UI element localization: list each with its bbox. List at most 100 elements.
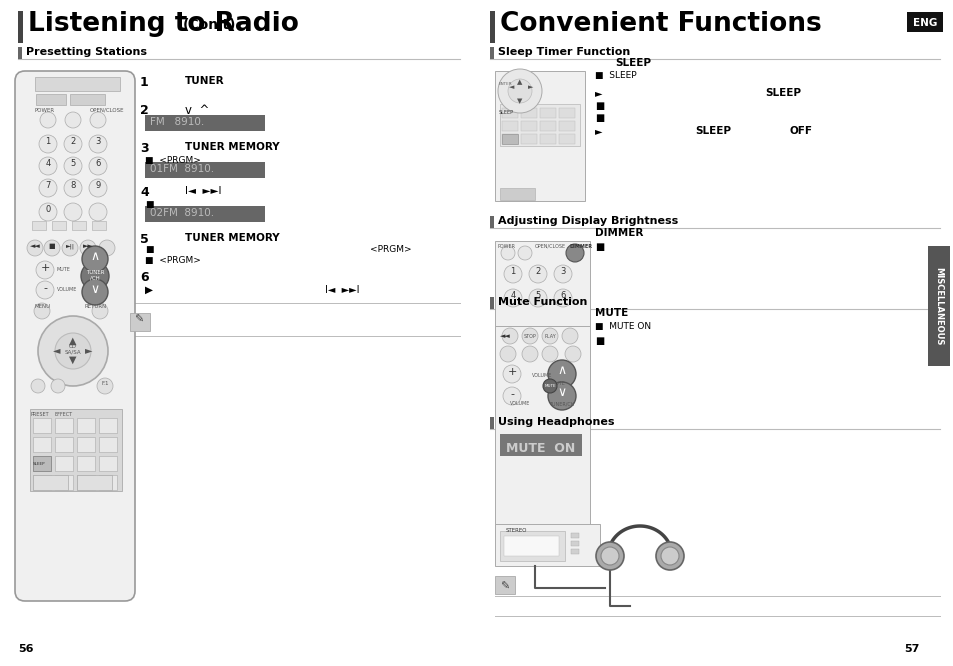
Circle shape	[39, 157, 57, 175]
Circle shape	[81, 262, 109, 290]
Bar	[499, 434, 581, 456]
Bar	[55, 418, 73, 433]
Bar	[77, 475, 95, 490]
Circle shape	[82, 246, 108, 272]
Circle shape	[541, 346, 558, 362]
Bar	[558, 134, 575, 144]
Circle shape	[51, 379, 65, 393]
Circle shape	[55, 333, 91, 369]
Bar	[32, 221, 46, 230]
Text: TUNER MEMORY: TUNER MEMORY	[185, 233, 279, 243]
Text: ◄: ◄	[53, 345, 61, 355]
Circle shape	[39, 179, 57, 197]
Text: 2: 2	[71, 137, 75, 147]
Bar	[30, 409, 122, 491]
Text: 57: 57	[903, 644, 919, 654]
Circle shape	[64, 179, 82, 197]
Text: POWER: POWER	[35, 108, 55, 113]
Text: 02FM  8910.: 02FM 8910.	[150, 208, 213, 218]
Text: POWER: POWER	[497, 244, 516, 249]
Bar	[571, 549, 578, 554]
Bar	[77, 418, 95, 433]
Circle shape	[82, 279, 108, 305]
Text: 1: 1	[510, 268, 515, 276]
Text: ■  MUTE ON: ■ MUTE ON	[595, 322, 651, 331]
Bar	[501, 108, 517, 118]
Text: Presetting Stations: Presetting Stations	[26, 47, 147, 57]
Circle shape	[90, 112, 106, 128]
Circle shape	[502, 365, 520, 383]
Text: SLEEP: SLEEP	[615, 58, 650, 68]
Bar	[490, 297, 494, 309]
Bar	[145, 162, 265, 178]
Bar	[520, 121, 537, 131]
Text: 5: 5	[535, 292, 540, 300]
Text: ✎: ✎	[499, 582, 509, 592]
Circle shape	[38, 316, 108, 386]
Text: CD
SA/SA: CD SA/SA	[65, 344, 81, 354]
Circle shape	[554, 265, 572, 283]
Circle shape	[521, 346, 537, 362]
Text: ∨: ∨	[91, 284, 99, 296]
Bar	[539, 108, 556, 118]
Bar	[33, 418, 51, 433]
Bar	[70, 94, 105, 105]
Text: TUNER: TUNER	[86, 270, 104, 276]
Circle shape	[64, 203, 82, 221]
Text: Using Headphones: Using Headphones	[497, 417, 614, 427]
Bar	[499, 104, 579, 146]
Text: 2: 2	[140, 104, 149, 117]
Text: ✎: ✎	[133, 315, 143, 325]
Text: ENG: ENG	[912, 18, 936, 28]
Circle shape	[561, 328, 578, 344]
Circle shape	[503, 265, 521, 283]
Circle shape	[39, 203, 57, 221]
Circle shape	[529, 289, 546, 307]
Text: (Con't): (Con't)	[183, 18, 236, 32]
Text: 5: 5	[71, 159, 75, 168]
Text: Adjusting Display Brightness: Adjusting Display Brightness	[497, 216, 678, 226]
Text: <PRGM>: <PRGM>	[370, 245, 411, 254]
Circle shape	[564, 346, 580, 362]
Bar	[36, 94, 66, 105]
Bar	[55, 456, 73, 471]
Text: SLEEP: SLEEP	[764, 88, 801, 98]
Circle shape	[65, 112, 81, 128]
Text: 1: 1	[140, 76, 149, 89]
Text: TUNER: TUNER	[185, 76, 224, 86]
Text: 4: 4	[46, 159, 51, 168]
Text: VOLUME: VOLUME	[532, 374, 552, 378]
Bar	[77, 475, 112, 490]
Circle shape	[600, 547, 618, 565]
Text: MISCELLANEOUS: MISCELLANEOUS	[934, 267, 943, 345]
Bar	[558, 108, 575, 118]
Text: v  ^: v ^	[185, 104, 209, 117]
Text: 5: 5	[140, 233, 149, 246]
Text: Mute Function: Mute Function	[497, 297, 587, 307]
Text: Sleep Timer Function: Sleep Timer Function	[497, 47, 630, 57]
Text: +: +	[507, 367, 517, 377]
Text: VOLUME: VOLUME	[509, 402, 530, 406]
Bar	[495, 326, 589, 536]
Text: ∧: ∧	[91, 250, 99, 264]
Circle shape	[64, 135, 82, 153]
Circle shape	[517, 246, 532, 260]
Text: 6: 6	[559, 292, 565, 300]
Bar	[55, 475, 73, 490]
Bar	[77, 456, 95, 471]
Bar	[520, 108, 537, 118]
Bar	[99, 456, 117, 471]
Text: ▲: ▲	[70, 336, 76, 346]
Bar	[558, 121, 575, 131]
Text: MUTE: MUTE	[543, 384, 556, 388]
Bar	[503, 536, 558, 556]
Circle shape	[497, 69, 541, 113]
Bar	[33, 437, 51, 452]
Circle shape	[507, 79, 532, 103]
Circle shape	[503, 289, 521, 307]
Text: 3: 3	[140, 142, 149, 155]
Text: F.1: F.1	[101, 382, 109, 386]
Text: ■: ■	[145, 245, 153, 254]
Text: Convenient Functions: Convenient Functions	[499, 11, 821, 37]
Circle shape	[542, 379, 557, 393]
